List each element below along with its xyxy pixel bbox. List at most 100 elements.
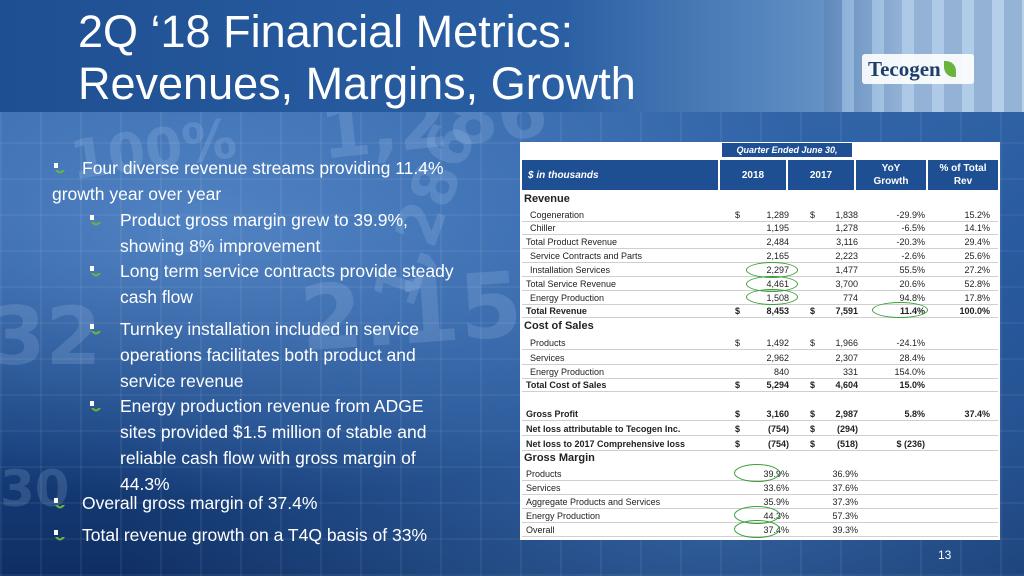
- bullet-line: 44.3%: [120, 474, 170, 494]
- value-2017: 1,278: [835, 223, 858, 233]
- value-2017: (518): [836, 439, 858, 449]
- value-pct: 15.2%: [964, 210, 990, 220]
- currency-symbol: $: [735, 210, 741, 220]
- value-2017: (294): [836, 424, 858, 434]
- value-yoy: -29.9%: [896, 210, 925, 220]
- currency-symbol: $: [735, 380, 741, 390]
- section-label: Gross Margin: [524, 452, 595, 464]
- currency-symbol: $: [735, 439, 741, 449]
- slide-title-line2: Revenues, Margins, Growth: [78, 58, 636, 109]
- value-2017: 2,307: [835, 353, 858, 363]
- table-row: [522, 209, 998, 222]
- row-label: Aggregate Products and Services: [526, 497, 661, 507]
- value-2018: 840: [773, 367, 789, 377]
- value-yoy: 28.4%: [899, 353, 925, 363]
- slide-title: 2Q ‘18 Financial Metrics: Revenues, Marg…: [78, 6, 636, 110]
- bullet-line: sites provided $1.5 million of stable an…: [120, 422, 427, 442]
- row-label: Overall: [526, 525, 555, 535]
- value-2018: 8,453: [766, 306, 789, 316]
- row-label: Net loss to 2017 Comprehensive loss: [526, 439, 686, 449]
- value-pct: 25.6%: [964, 251, 990, 261]
- highlight-oval: [734, 464, 780, 482]
- row-label: Total Product Revenue: [526, 237, 618, 247]
- bullet-line: Turnkey installation included in service: [120, 319, 419, 339]
- table-row: [522, 438, 998, 451]
- row-label: Gross Profit: [526, 409, 579, 419]
- value-2018: 2,484: [766, 237, 789, 247]
- value-2018: 2,962: [766, 353, 789, 363]
- currency-symbol: $: [735, 338, 741, 348]
- value-2017: 4,604: [835, 380, 858, 390]
- value-2018: 1,492: [766, 338, 789, 348]
- quarter-header: Quarter Ended June 30,: [722, 143, 852, 157]
- highlight-oval: [746, 289, 798, 305]
- bullet-line: Long term service contracts provide stea…: [120, 261, 454, 281]
- section-label: Revenue: [524, 193, 570, 205]
- table-row: [522, 236, 998, 249]
- row-label: Installation Services: [530, 265, 611, 275]
- currency-symbol: $: [735, 409, 741, 419]
- value-pct: 14.1%: [964, 223, 990, 233]
- column-header: 2018: [720, 160, 786, 190]
- value-yoy: 5.8%: [904, 409, 925, 419]
- table-row: [522, 305, 998, 318]
- value-2018: 2,165: [766, 251, 789, 261]
- value-2018: 3,160: [766, 409, 789, 419]
- bullet-text: Overall gross margin of 37.4%: [82, 490, 317, 516]
- value-yoy: -24.1%: [896, 338, 925, 348]
- column-header: % of Total Rev: [928, 160, 998, 190]
- row-label: Products: [530, 338, 566, 348]
- column-header: $ in thousands: [522, 160, 718, 190]
- currency-symbol: $: [735, 306, 741, 316]
- value-2018: (754): [767, 439, 789, 449]
- currency-symbol: $: [810, 409, 816, 419]
- currency-symbol: $: [810, 338, 816, 348]
- value-2017: 331: [842, 367, 858, 377]
- value-2017: 1,477: [835, 265, 858, 275]
- row-label: Cogeneration: [530, 210, 585, 220]
- currency-symbol: $: [810, 380, 816, 390]
- value-pct: 37.4%: [964, 409, 990, 419]
- bullet-icon: [90, 324, 101, 335]
- bullet-icon: [54, 163, 65, 174]
- value-pct: 29.4%: [964, 237, 990, 247]
- row-label: Total Service Revenue: [526, 279, 617, 289]
- value-2017: 2,987: [835, 409, 858, 419]
- currency-symbol: $: [810, 306, 816, 316]
- table-row: [522, 482, 998, 495]
- bullet-text: Four diverse revenue streams providing 1…: [52, 155, 444, 207]
- row-label: Services: [530, 353, 565, 363]
- value-pct: 100.0%: [959, 306, 990, 316]
- value-2017: 36.9%: [832, 469, 858, 479]
- value-pct: 52.8%: [964, 279, 990, 289]
- value-yoy: $ (236): [896, 439, 925, 449]
- bullet-line: Overall gross margin of 37.4%: [82, 493, 318, 513]
- table-row: [522, 222, 998, 235]
- value-pct: 17.8%: [964, 293, 990, 303]
- bullet-line: Four diverse revenue streams providing 1…: [82, 158, 444, 178]
- value-2017: 57.3%: [832, 511, 858, 521]
- bullet-icon: [54, 498, 65, 509]
- currency-symbol: $: [735, 424, 741, 434]
- row-label: Products: [526, 469, 562, 479]
- table-row: [522, 366, 998, 379]
- row-label: Chiller: [530, 223, 556, 233]
- bullet-line: Product gross margin grew to 39.9%,: [120, 210, 408, 230]
- bullet-line: cash flow: [120, 287, 193, 307]
- value-2017: 1,966: [835, 338, 858, 348]
- bullet-line: service revenue: [120, 371, 244, 391]
- value-2018: 35.9%: [763, 497, 789, 507]
- bullet-text: Long term service contracts provide stea…: [120, 258, 454, 310]
- value-2017: 3,700: [835, 279, 858, 289]
- currency-symbol: $: [810, 439, 816, 449]
- bullet-icon: [90, 215, 101, 226]
- logo-text: Tecogen: [868, 56, 941, 81]
- value-yoy: -6.5%: [901, 223, 925, 233]
- table-row: [522, 423, 998, 436]
- row-label: Service Contracts and Parts: [530, 251, 643, 261]
- bullet-line: Energy production revenue from ADGE: [120, 396, 424, 416]
- value-2017: 37.6%: [832, 483, 858, 493]
- value-yoy: 20.6%: [899, 279, 925, 289]
- row-label: Energy Production: [530, 293, 605, 303]
- table-row: [522, 337, 998, 350]
